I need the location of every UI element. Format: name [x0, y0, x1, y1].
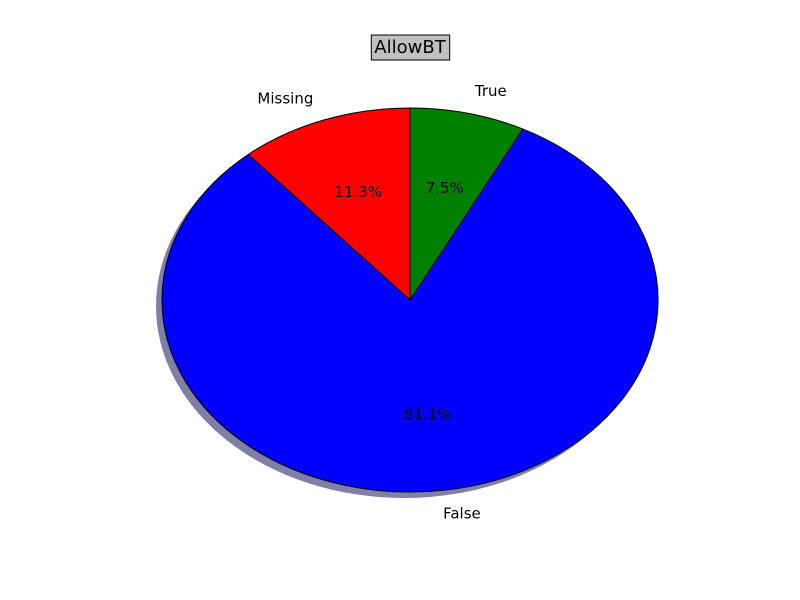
pct-label-true: 7.5% — [426, 179, 464, 197]
pct-label-false: 81.1% — [404, 405, 452, 423]
slice-label-false: False — [443, 505, 481, 523]
percent-labels: 11.3% 81.1% 7.5% — [334, 179, 463, 423]
slice-labels: Missing False True — [257, 82, 506, 523]
pie-slice-missing — [247, 107, 411, 301]
chart-title: AllowBT — [370, 34, 451, 61]
pie-slices — [161, 107, 659, 493]
slice-label-missing: Missing — [257, 89, 313, 107]
pie-slice-false — [161, 128, 659, 493]
pie-slice-true — [409, 107, 524, 301]
pct-label-missing: 11.3% — [334, 183, 382, 201]
slice-label-true: True — [474, 82, 507, 100]
chart-title-box — [370, 34, 451, 61]
chart-title-text: AllowBT — [374, 37, 446, 58]
